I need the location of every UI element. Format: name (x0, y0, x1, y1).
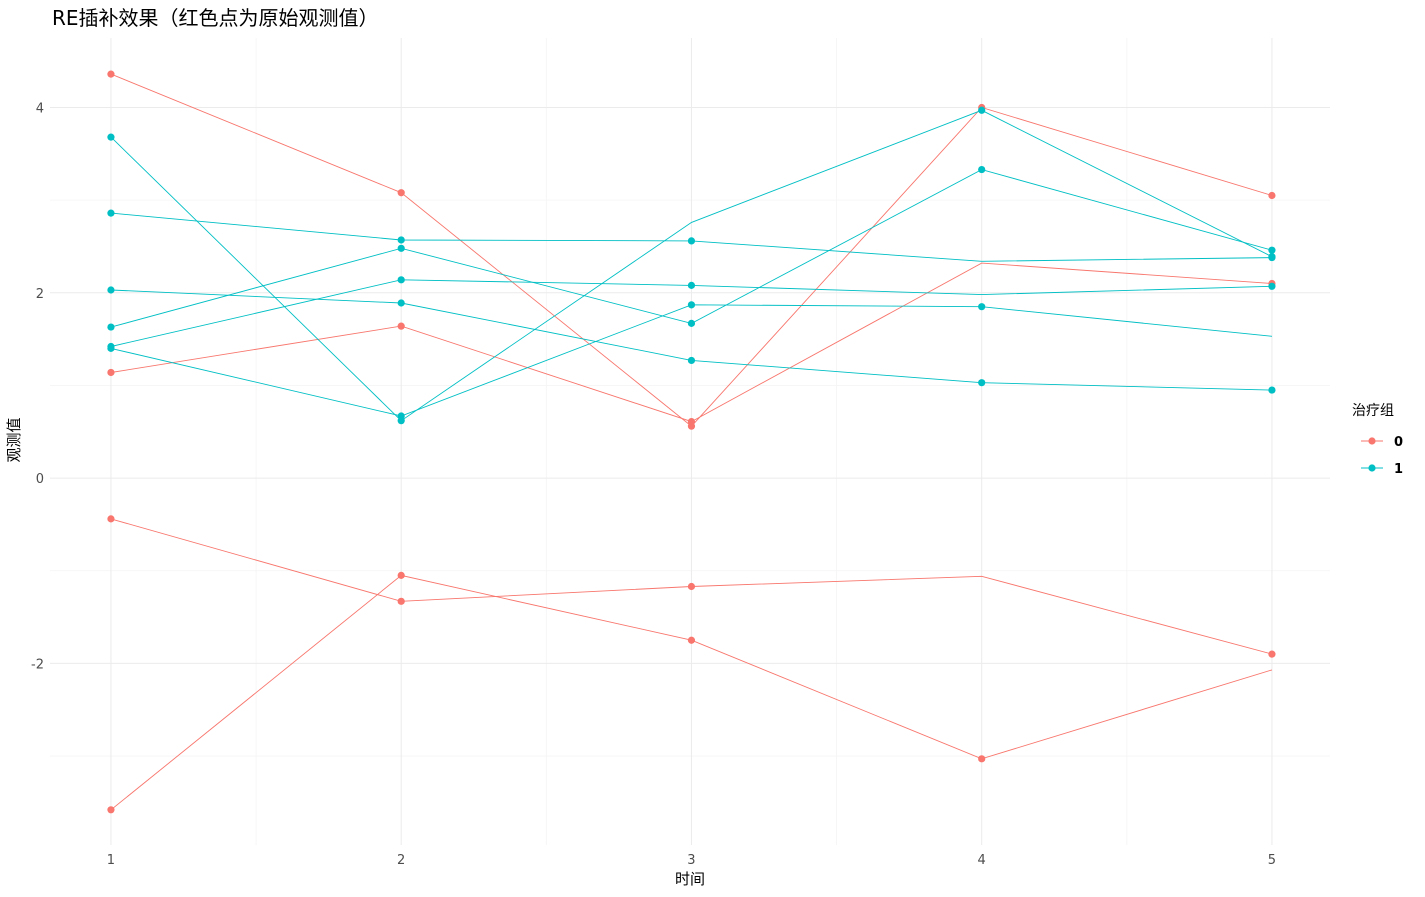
data-point-group-0 (1268, 191, 1276, 200)
data-point-group-1 (978, 379, 986, 387)
data-point-group-1 (687, 301, 696, 309)
chart-title: RE插补效果（红色点为原始观测值） (52, 6, 379, 30)
data-point-group-1 (107, 323, 115, 331)
legend-entries: 01 (1361, 435, 1403, 477)
data-point-group-1 (107, 209, 115, 217)
data-point-group-1 (397, 299, 405, 307)
data-point-group-1 (1268, 282, 1276, 290)
legend-label: 0 (1394, 435, 1403, 450)
y-tick-label: -2 (31, 657, 44, 672)
legend-key-point (1368, 464, 1376, 472)
y-axis-title: 观测值 (5, 417, 23, 462)
legend-key-point (1368, 437, 1376, 445)
x-tick-label: 5 (1268, 853, 1276, 868)
data-point-group-1 (107, 133, 115, 141)
data-point-group-0 (107, 70, 115, 78)
data-point-group-0 (1268, 650, 1276, 658)
data-point-group-0 (107, 515, 115, 523)
data-point-group-0 (397, 597, 405, 605)
legend-entry-0: 0 (1361, 435, 1403, 450)
x-tick-label: 4 (978, 853, 986, 868)
y-tick-label: 4 (36, 101, 44, 116)
series-points (107, 70, 1276, 814)
data-point-group-1 (687, 356, 696, 365)
legend-title: 治疗组 (1352, 403, 1394, 419)
x-axis-title: 时间 (675, 870, 705, 888)
y-tick-label: 0 (36, 472, 44, 487)
data-point-group-0 (397, 189, 405, 197)
data-point-group-1 (978, 165, 986, 174)
legend: 治疗组 01 (1352, 403, 1403, 477)
grid (50, 38, 1330, 845)
data-point-group-0 (687, 417, 696, 426)
data-point-group-0 (107, 368, 115, 377)
x-tick-label: 2 (397, 853, 405, 868)
series-line-group-1 (110, 109, 1273, 422)
data-point-group-1 (1268, 253, 1276, 262)
data-point-group-1 (107, 344, 115, 352)
y-tick-label: 2 (36, 287, 44, 302)
legend-entry-1: 1 (1361, 462, 1403, 477)
data-point-group-1 (397, 236, 405, 244)
data-point-group-1 (1268, 246, 1276, 254)
x-tick-label: 3 (687, 853, 695, 868)
legend-label: 1 (1394, 462, 1403, 477)
data-point-group-1 (397, 412, 405, 420)
data-point-group-1 (107, 286, 115, 294)
data-point-group-1 (687, 281, 696, 289)
data-point-group-1 (978, 303, 986, 311)
data-point-group-1 (687, 319, 696, 327)
data-point-group-1 (397, 276, 405, 284)
data-point-group-1 (687, 237, 696, 245)
data-point-group-0 (107, 806, 115, 814)
data-point-group-1 (397, 244, 405, 252)
data-point-group-0 (687, 582, 696, 591)
data-point-group-1 (978, 106, 986, 114)
x-tick-label: 1 (107, 853, 115, 868)
x-axis-ticks: 1 2 3 4 5 (107, 853, 1276, 868)
y-axis-ticks: -2 0 2 4 (31, 101, 44, 672)
data-point-group-0 (978, 755, 986, 763)
data-point-group-0 (687, 636, 696, 644)
data-point-group-0 (397, 322, 405, 330)
data-point-group-1 (1268, 386, 1276, 394)
data-point-group-0 (397, 571, 405, 579)
